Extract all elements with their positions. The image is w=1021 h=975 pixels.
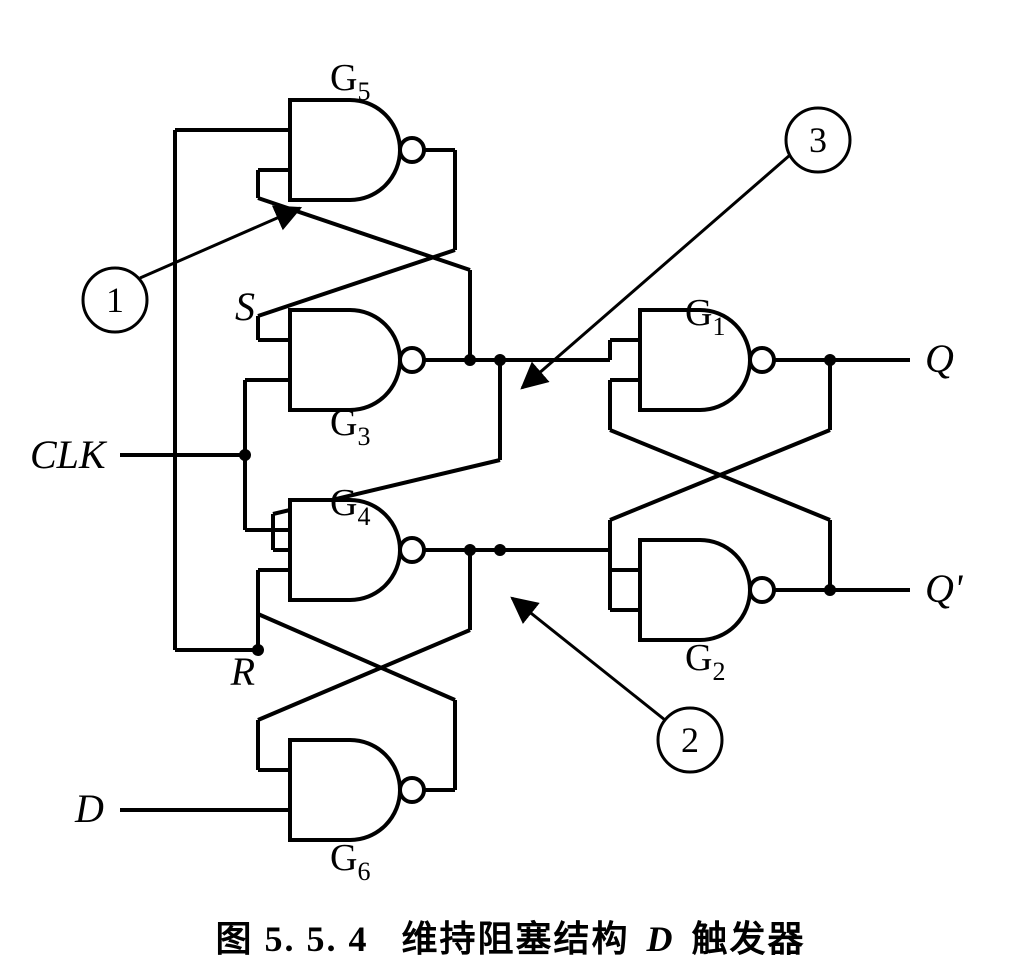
label-g2: G2 [685, 637, 725, 686]
label-g4: G4 [330, 482, 370, 531]
io-labels: CLK D Q Q' S R [30, 284, 964, 831]
gate-g5 [290, 100, 424, 200]
callout-2-num: 2 [681, 720, 699, 760]
caption-prefix: 图 5. 5. 4 [215, 919, 368, 959]
label-clk: CLK [30, 432, 108, 477]
callouts: 1 2 3 [83, 108, 850, 772]
callout-1-num: 1 [106, 280, 124, 320]
figure-caption: 图 5. 5. 4 维持阻塞结构 D 触发器 [215, 910, 805, 962]
gate-g3 [290, 310, 424, 410]
label-qprime: Q' [925, 566, 964, 611]
gate-g6 [290, 740, 424, 840]
wires [120, 130, 910, 810]
label-q: Q [925, 336, 954, 381]
label-d: D [74, 786, 104, 831]
label-g5: G5 [330, 57, 370, 106]
circuit-diagram: G5 G3 G4 G6 G1 G2 CLK D Q Q' S R 1 [0, 20, 1021, 900]
label-g6: G6 [330, 837, 370, 886]
callout-3-num: 3 [809, 120, 827, 160]
caption-text-1: 维持阻塞结构 [401, 919, 629, 959]
label-g1: G1 [685, 292, 725, 341]
label-s: S [235, 284, 255, 329]
callout-1-arrow [140, 208, 300, 278]
caption-ital: D [647, 919, 675, 959]
label-r: R [230, 649, 255, 694]
gate-g2 [640, 540, 774, 640]
caption-text-2: 触发器 [692, 919, 806, 959]
